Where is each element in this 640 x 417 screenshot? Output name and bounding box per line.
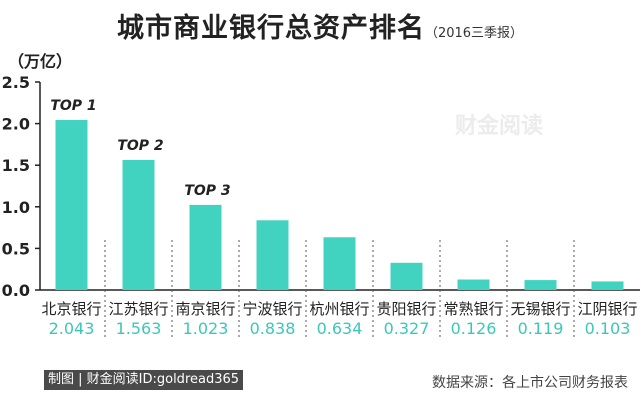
chart-title-main: 城市商业银行总资产排名 (116, 13, 425, 44)
bar (524, 280, 557, 290)
data-label: 0.634 (317, 319, 363, 338)
watermark: 财金阅读 (455, 114, 544, 139)
x-tick-label: 南京银行 (175, 300, 235, 318)
x-tick-label: 贵阳银行 (376, 300, 436, 318)
y-tick-label: 0.0 (2, 281, 30, 300)
x-tick-label: 杭州银行 (309, 300, 369, 318)
y-tick-label: 1.0 (2, 198, 30, 217)
x-tick-label: 无锡银行 (510, 300, 570, 318)
rank-annotation: TOP 2 (117, 138, 163, 154)
data-label: 1.023 (183, 319, 229, 338)
y-tick-label: 2.0 (2, 115, 30, 134)
bar (457, 279, 490, 290)
y-tick-label: 0.5 (2, 239, 30, 258)
bar (256, 220, 289, 290)
footer-credit: 制图 | 财金阅读ID:goldread365 (44, 370, 244, 390)
chart-subtitle: （2016三季报） (424, 26, 524, 41)
x-tick-label: 宁波银行 (242, 300, 302, 318)
bar (323, 237, 356, 290)
y-unit-label: （万亿） (8, 52, 73, 71)
data-label: 0.103 (585, 319, 631, 338)
x-tick-label: 常熟银行 (443, 300, 503, 318)
bar (189, 204, 222, 290)
rank-annotation: TOP 3 (184, 183, 230, 199)
chart-title: 城市商业银行总资产排名（2016三季报） (0, 6, 640, 45)
x-tick-label: 江阴银行 (577, 300, 637, 318)
data-label: 0.119 (518, 319, 564, 338)
y-tick-label: 1.5 (2, 156, 30, 175)
x-tick-label: 北京银行 (41, 300, 101, 318)
data-label: 1.563 (116, 319, 162, 338)
x-tick-label: 江苏银行 (108, 300, 168, 318)
bar (591, 281, 624, 290)
bar (122, 159, 155, 290)
data-label: 2.043 (49, 319, 95, 338)
data-label: 0.126 (451, 319, 497, 338)
data-label: 0.838 (250, 319, 296, 338)
y-tick-label: 2.5 (2, 73, 30, 92)
data-label: 0.327 (384, 319, 430, 338)
bar (390, 262, 423, 290)
bar (55, 120, 88, 290)
footer-source: 数据来源：各上市公司财务报表 (432, 375, 628, 391)
rank-annotation: TOP 1 (50, 98, 96, 114)
